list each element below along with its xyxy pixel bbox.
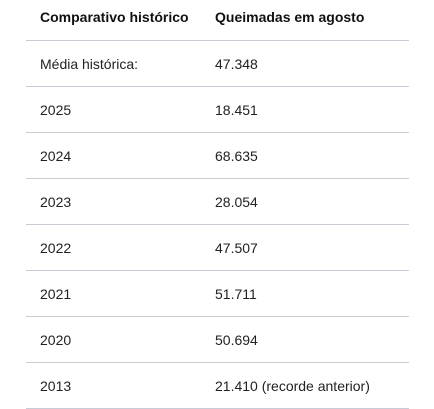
column-header-comparison: Comparativo histórico [40, 9, 189, 25]
row-value: 28.054 [215, 193, 258, 210]
row-label: 2024 [40, 147, 72, 164]
row-label: 2021 [40, 285, 72, 302]
row-value: 47.507 [215, 239, 258, 256]
table-row: 2022 47.507 [26, 225, 409, 271]
column-header-fires-august: Queimadas em agosto [215, 9, 365, 25]
row-value: 50.694 [215, 331, 258, 348]
table-row: 2025 18.451 [26, 87, 409, 133]
row-label: Média histórica: [40, 55, 139, 72]
row-value: 51.711 [215, 285, 257, 302]
row-label: 2025 [40, 101, 72, 118]
row-label: 2022 [40, 239, 72, 256]
table-row: Média histórica: 47.348 [26, 41, 409, 87]
table-row: 2021 51.711 [26, 271, 409, 317]
row-label: 2013 [40, 377, 72, 394]
table-row: 2023 28.054 [26, 179, 409, 225]
row-value: 47.348 [215, 55, 258, 72]
row-value: 18.451 [215, 101, 258, 118]
row-value: 21.410 (recorde anterior) [215, 377, 370, 394]
row-label: 2020 [40, 331, 72, 348]
table-row: 2024 68.635 [26, 133, 409, 179]
table-row: 2013 21.410 (recorde anterior) [26, 363, 409, 409]
row-value: 68.635 [215, 147, 258, 164]
table-header: Comparativo histórico Queimadas em agost… [26, 0, 409, 41]
row-label: 2023 [40, 193, 72, 210]
table-row: 2020 50.694 [26, 317, 409, 363]
